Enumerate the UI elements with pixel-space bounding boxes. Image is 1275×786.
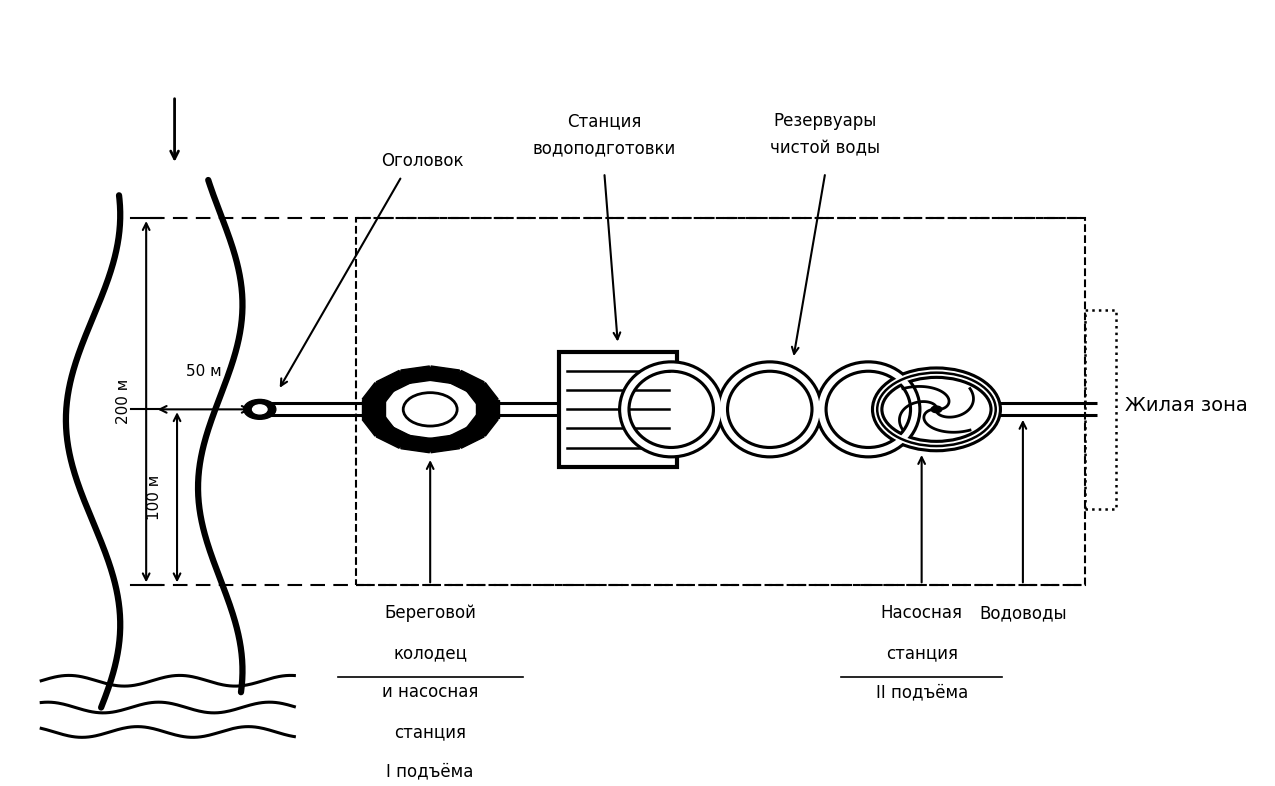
Text: Береговой: Береговой	[384, 604, 476, 623]
Ellipse shape	[821, 366, 915, 452]
Text: чистой воды: чистой воды	[770, 139, 880, 157]
Polygon shape	[362, 413, 395, 436]
Circle shape	[877, 373, 996, 446]
Polygon shape	[476, 400, 499, 418]
Polygon shape	[400, 366, 435, 384]
Circle shape	[252, 405, 266, 413]
Polygon shape	[465, 383, 499, 406]
Polygon shape	[448, 426, 484, 448]
Ellipse shape	[625, 366, 718, 452]
Polygon shape	[362, 400, 385, 418]
Bar	[1085, 310, 1116, 509]
Circle shape	[244, 399, 275, 419]
Polygon shape	[362, 383, 395, 406]
Ellipse shape	[620, 356, 919, 463]
Polygon shape	[465, 413, 499, 436]
Text: 50 м: 50 м	[186, 364, 222, 379]
Circle shape	[403, 393, 458, 426]
Text: и насосная: и насосная	[382, 683, 478, 701]
Polygon shape	[376, 426, 413, 448]
Text: Резервуары: Резервуары	[774, 112, 877, 130]
Text: станция: станция	[886, 644, 958, 662]
Text: Водоводы: Водоводы	[979, 604, 1067, 623]
Circle shape	[379, 377, 482, 442]
Text: станция: станция	[394, 723, 467, 740]
Text: II подъёма: II подъёма	[876, 683, 968, 701]
Text: 100 м: 100 м	[148, 475, 162, 520]
Text: водоподготовки: водоподготовки	[533, 139, 676, 157]
Ellipse shape	[723, 366, 817, 452]
Circle shape	[363, 368, 497, 451]
Polygon shape	[376, 371, 413, 393]
Bar	[356, 219, 1085, 586]
Polygon shape	[426, 435, 459, 453]
Text: Жилая зона: Жилая зона	[1126, 396, 1248, 415]
Text: Насосная: Насосная	[881, 604, 963, 623]
Text: Оголовок: Оголовок	[381, 152, 463, 170]
Bar	[558, 352, 677, 467]
Text: I подъёма: I подъёма	[386, 762, 474, 780]
Polygon shape	[448, 371, 484, 393]
Text: колодец: колодец	[393, 644, 467, 662]
Text: Станция: Станция	[567, 112, 641, 130]
Circle shape	[931, 406, 942, 413]
Text: 200 м: 200 м	[116, 379, 131, 424]
Polygon shape	[426, 366, 459, 384]
Polygon shape	[400, 435, 435, 453]
